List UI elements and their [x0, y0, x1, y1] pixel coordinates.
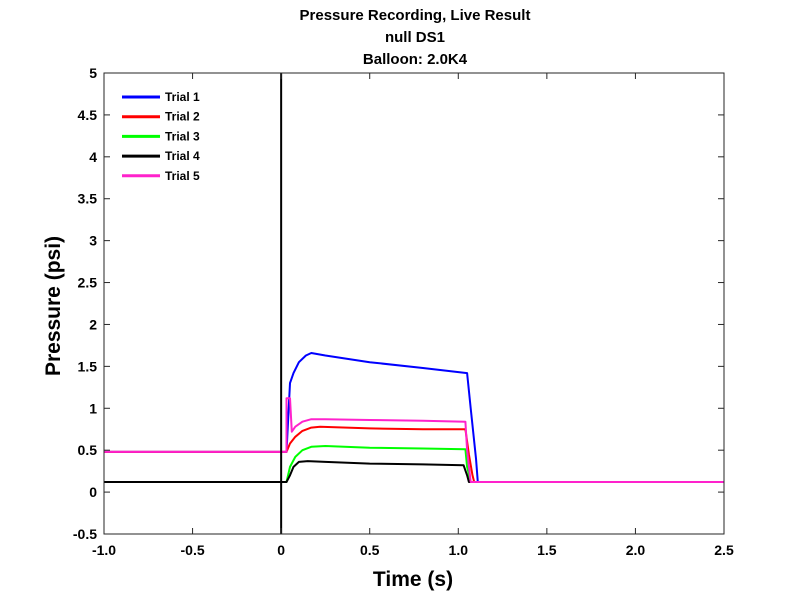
plot-background [104, 73, 724, 534]
x-tick-label: 2.0 [626, 542, 646, 558]
series-line-trial-4 [104, 460, 724, 483]
y-tick-label: 0.5 [78, 442, 98, 458]
legend-label-trial-5: Trial 5 [165, 169, 200, 183]
x-tick-label: 0.5 [360, 542, 380, 558]
y-tick-label: 0 [89, 484, 97, 500]
x-tick-label: 0 [277, 542, 285, 558]
series-line-trial-1 [104, 352, 724, 483]
series-line-trial-3 [104, 445, 724, 483]
legend-label-trial-3: Trial 3 [165, 129, 200, 143]
y-tick-label: 2.5 [78, 275, 98, 291]
axes-layer: -1.0 -0.5 0 0.5 1.0 1.5 2.0 2.5-0.500.511.522.5… [73, 65, 734, 558]
y-tick-label: 3.5 [78, 191, 98, 207]
x-axis-label: Time (s) [373, 568, 453, 591]
plot-area [104, 73, 724, 534]
legend-label-trial-2: Trial 2 [165, 110, 200, 124]
axes-box [103, 72, 725, 535]
chart-title-line-2: null DS1 [385, 29, 445, 46]
y-tick-label: 1 [89, 400, 97, 416]
chart-title: Pressure Recording, Live Result null DS1… [300, 7, 531, 68]
chart-title-line-1: Pressure Recording, Live Result [300, 7, 531, 24]
y-tick-label: 4.5 [78, 107, 98, 123]
series-line-trial-5 [104, 397, 724, 483]
y-tick-label: 1.5 [78, 358, 98, 374]
y-tick-label: 5 [89, 65, 97, 81]
legend-label-trial-4: Trial 4 [165, 149, 200, 163]
legend-label-trial-1: Trial 1 [165, 90, 200, 104]
y-tick-label: -0.5 [73, 526, 97, 542]
chart-title-line-3: Balloon: 2.0K4 [363, 51, 468, 68]
y-tick-label: 2 [89, 316, 97, 332]
y-axis-label: Pressure (psi) [42, 236, 65, 376]
legend: Trial 1 Trial 2 Trial 3 Trial 4 Trial 5 [122, 90, 200, 183]
x-tick-label: 1.5 [537, 542, 557, 558]
series-line-trial-2 [104, 425, 724, 483]
x-tick-label: 1.0 [449, 542, 469, 558]
series-layer [104, 352, 724, 483]
y-tick-label: 4 [89, 149, 97, 165]
y-tick-label: 3 [89, 233, 97, 249]
x-tick-label: -0.5 [181, 542, 205, 558]
x-tick-label: 2.5 [714, 542, 734, 558]
x-tick-label: -1.0 [92, 542, 116, 558]
